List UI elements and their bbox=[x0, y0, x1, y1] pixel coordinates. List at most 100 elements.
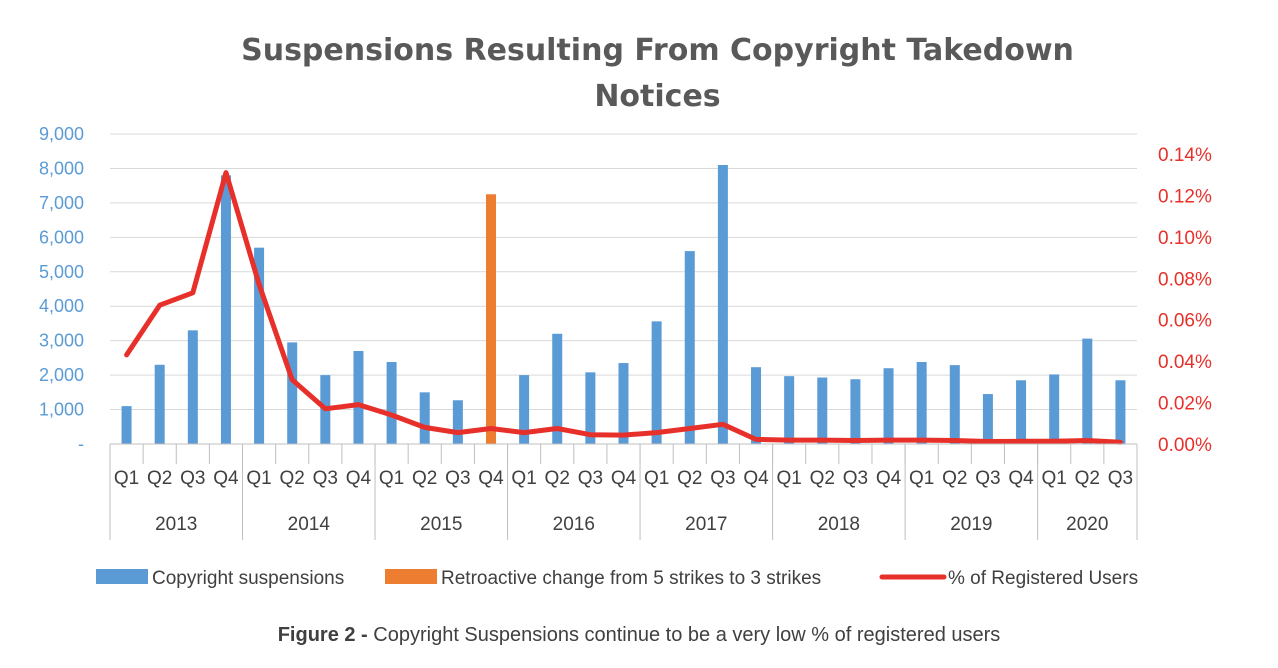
legend-label: % of Registered Users bbox=[948, 568, 1138, 589]
right-tick-label: 0.00% bbox=[1158, 435, 1212, 456]
bar bbox=[717, 165, 728, 444]
bar bbox=[386, 362, 397, 444]
x-tick-label: Q1 bbox=[246, 468, 271, 489]
x-tick-label: Q3 bbox=[975, 468, 1000, 489]
x-tick-label: Q2 bbox=[677, 468, 702, 489]
caption-text: Copyright Suspensions continue to be a v… bbox=[367, 624, 1001, 646]
chart-plot: - 1,000 2,000 3,000 4,000 5,000 6,000 7,000 8,00… bbox=[39, 124, 1212, 589]
bar bbox=[1082, 338, 1093, 444]
right-tick-label: 0.02% bbox=[1158, 394, 1212, 415]
x-tick-label: Q3 bbox=[578, 468, 603, 489]
x-tick-label: Q3 bbox=[313, 468, 338, 489]
left-axis-ticks: - 1,000 2,000 3,000 4,000 5,000 6,000 7,000 8,00… bbox=[39, 124, 84, 454]
left-tick-label: 6,000 bbox=[39, 227, 84, 247]
x-axis: Q1 Q2 Q3 Q4 Q1 Q2 Q3 Q4 Q1 Q2 Q3 Q4 Q1 Q2 Q3 Q4 Q1 Q2 Q3 Q4… bbox=[109, 443, 1138, 540]
left-tick-label: 7,000 bbox=[39, 193, 84, 213]
x-tick-label: Q1 bbox=[1041, 468, 1066, 489]
left-tick-label: 3,000 bbox=[39, 331, 84, 351]
right-axis-ticks: 0.00% 0.02% 0.04% 0.06% 0.08% 0.10% 0.12% 0.14% bbox=[1158, 145, 1212, 456]
x-tick-label: Q4 bbox=[743, 468, 769, 489]
bar bbox=[883, 368, 894, 444]
x-group-label: 2018 bbox=[818, 514, 860, 535]
x-tick-label: Q4 bbox=[1008, 468, 1034, 489]
chart-title-line-2: Notices bbox=[594, 79, 721, 114]
right-tick-label: 0.04% bbox=[1158, 352, 1212, 373]
x-group-label: 2017 bbox=[685, 514, 727, 535]
x-tick-label: Q1 bbox=[644, 468, 669, 489]
x-group-label: 2016 bbox=[553, 514, 595, 535]
legend: Copyright suspensions Retroactive change … bbox=[96, 568, 1138, 589]
bar bbox=[850, 379, 861, 444]
bar bbox=[1049, 374, 1060, 444]
x-tick-label: Q4 bbox=[876, 468, 902, 489]
right-tick-label: 0.12% bbox=[1158, 186, 1212, 207]
line-series-path bbox=[124, 170, 1123, 445]
bar bbox=[651, 321, 662, 444]
x-tick-label: Q2 bbox=[942, 468, 967, 489]
bar bbox=[452, 400, 463, 444]
left-tick-label: 5,000 bbox=[39, 262, 84, 282]
figure-caption: Figure 2 - Copyright Suspensions continu… bbox=[0, 624, 1278, 647]
bar bbox=[982, 394, 993, 444]
x-tick-label: Q2 bbox=[412, 468, 437, 489]
x-tick-label: Q2 bbox=[810, 468, 835, 489]
bar bbox=[618, 363, 629, 444]
x-group-label: 2015 bbox=[420, 514, 462, 535]
bar bbox=[949, 365, 960, 444]
x-tick-label: Q4 bbox=[478, 468, 504, 489]
x-tick-label: Q1 bbox=[511, 468, 536, 489]
line-series bbox=[124, 170, 1123, 445]
x-tick-label: Q3 bbox=[843, 468, 868, 489]
bar bbox=[187, 330, 198, 444]
bar bbox=[552, 333, 563, 444]
x-tick-label: Q2 bbox=[1075, 468, 1100, 489]
left-tick-label: 1,000 bbox=[39, 400, 84, 420]
bar bbox=[121, 406, 132, 444]
x-tick-label: Q1 bbox=[379, 468, 404, 489]
bar bbox=[287, 342, 298, 444]
bar bbox=[751, 367, 762, 444]
legend-swatch bbox=[385, 569, 437, 584]
bar bbox=[353, 351, 364, 444]
bar bbox=[485, 194, 496, 444]
caption-label: Figure 2 - bbox=[277, 624, 368, 646]
x-tick-label: Q3 bbox=[445, 468, 470, 489]
legend-label: Copyright suspensions bbox=[152, 568, 344, 589]
bar bbox=[254, 247, 265, 444]
x-tick-label: Q2 bbox=[545, 468, 570, 489]
bar bbox=[684, 251, 695, 444]
bar bbox=[220, 175, 231, 445]
x-group-label: 2020 bbox=[1066, 514, 1108, 535]
bar bbox=[916, 362, 927, 444]
left-tick-label: 9,000 bbox=[39, 124, 84, 144]
x-tick-label: Q1 bbox=[114, 468, 139, 489]
bars bbox=[121, 165, 1126, 445]
x-tick-label: Q3 bbox=[710, 468, 735, 489]
bar bbox=[784, 376, 795, 444]
bar bbox=[817, 377, 828, 444]
x-tick-label: Q1 bbox=[776, 468, 801, 489]
x-tick-label: Q4 bbox=[346, 468, 372, 489]
legend-label: Retroactive change from 5 strikes to 3 s… bbox=[441, 568, 821, 589]
x-tick-label: Q1 bbox=[909, 468, 934, 489]
x-tick-label: Q2 bbox=[280, 468, 305, 489]
chart-title-line-1: Suspensions Resulting From Copyright Tak… bbox=[241, 33, 1074, 68]
bar bbox=[1016, 380, 1027, 444]
chart-title: Suspensions Resulting From Copyright Tak… bbox=[190, 28, 1125, 120]
bar bbox=[154, 364, 165, 444]
legend-swatch bbox=[96, 569, 148, 584]
right-tick-label: 0.10% bbox=[1158, 228, 1212, 249]
left-tick-label: 4,000 bbox=[39, 296, 84, 316]
x-tick-label: Q3 bbox=[180, 468, 205, 489]
bar bbox=[585, 372, 596, 444]
right-tick-label: 0.14% bbox=[1158, 145, 1212, 166]
left-tick-label: 2,000 bbox=[39, 365, 84, 385]
x-tick-label: Q2 bbox=[147, 468, 172, 489]
x-group-label: 2014 bbox=[288, 514, 331, 535]
bar bbox=[419, 392, 430, 444]
right-tick-label: 0.08% bbox=[1158, 269, 1212, 290]
x-group-label: 2019 bbox=[950, 514, 992, 535]
bar bbox=[519, 375, 530, 444]
bar bbox=[1115, 380, 1126, 444]
x-tick-label: Q4 bbox=[213, 468, 239, 489]
